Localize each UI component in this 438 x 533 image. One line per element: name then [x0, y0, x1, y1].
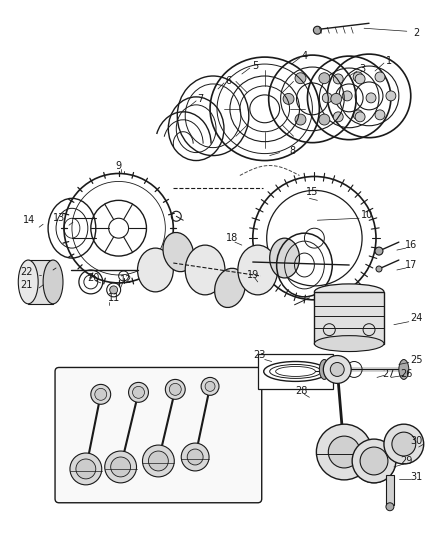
Text: 27: 27	[383, 369, 395, 379]
Text: 7: 7	[197, 94, 203, 104]
Text: 21: 21	[20, 280, 32, 290]
Text: 29: 29	[401, 456, 413, 466]
Circle shape	[201, 377, 219, 395]
Ellipse shape	[314, 336, 384, 352]
Circle shape	[295, 72, 306, 84]
Bar	[258, 353, 333, 389]
Circle shape	[333, 74, 343, 84]
Bar	[314, 292, 384, 344]
Circle shape	[133, 386, 145, 398]
Circle shape	[392, 432, 416, 456]
Text: 20: 20	[88, 273, 100, 283]
Circle shape	[328, 436, 360, 468]
Circle shape	[342, 91, 352, 101]
Circle shape	[355, 74, 365, 84]
Text: 13: 13	[53, 213, 65, 223]
Text: 15: 15	[306, 188, 318, 197]
Text: 23: 23	[254, 350, 266, 360]
Text: 22: 22	[20, 267, 32, 277]
Circle shape	[366, 93, 376, 103]
Text: 4: 4	[301, 51, 307, 61]
Circle shape	[322, 93, 332, 103]
Ellipse shape	[238, 245, 278, 295]
Text: 5: 5	[253, 61, 259, 71]
Circle shape	[110, 286, 118, 294]
Circle shape	[170, 383, 181, 395]
Text: 16: 16	[405, 240, 417, 250]
FancyBboxPatch shape	[55, 367, 262, 503]
Ellipse shape	[270, 238, 300, 278]
Circle shape	[319, 72, 330, 84]
Ellipse shape	[399, 360, 409, 379]
Circle shape	[375, 110, 385, 120]
Text: 18: 18	[226, 233, 238, 243]
Text: 1: 1	[386, 56, 392, 66]
Circle shape	[353, 72, 363, 82]
Circle shape	[142, 445, 174, 477]
Circle shape	[283, 93, 294, 104]
Circle shape	[376, 266, 382, 272]
Circle shape	[105, 451, 137, 483]
Circle shape	[319, 114, 330, 125]
Circle shape	[375, 72, 385, 82]
Ellipse shape	[185, 245, 225, 295]
Ellipse shape	[18, 260, 38, 304]
Circle shape	[353, 110, 363, 120]
Text: 8: 8	[290, 146, 296, 156]
Circle shape	[95, 389, 107, 400]
Circle shape	[91, 384, 111, 404]
Circle shape	[386, 91, 396, 101]
Bar	[28, 260, 53, 304]
Ellipse shape	[215, 268, 245, 308]
Circle shape	[386, 503, 394, 511]
Circle shape	[333, 112, 343, 122]
Text: 24: 24	[410, 313, 423, 323]
Ellipse shape	[43, 260, 63, 304]
Circle shape	[205, 382, 215, 391]
Ellipse shape	[163, 232, 194, 272]
Circle shape	[295, 114, 306, 125]
Circle shape	[352, 439, 396, 483]
Circle shape	[360, 447, 388, 475]
Circle shape	[331, 93, 342, 104]
Text: 9: 9	[116, 160, 122, 171]
Ellipse shape	[314, 284, 384, 300]
Text: 12: 12	[120, 275, 133, 285]
Circle shape	[76, 459, 96, 479]
Ellipse shape	[307, 56, 391, 140]
Text: 14: 14	[23, 215, 35, 225]
Circle shape	[330, 362, 344, 376]
Text: 31: 31	[410, 472, 423, 482]
Text: 3: 3	[359, 64, 365, 74]
Circle shape	[187, 449, 203, 465]
Circle shape	[355, 112, 365, 122]
Circle shape	[181, 443, 209, 471]
Circle shape	[323, 356, 351, 383]
Circle shape	[129, 382, 148, 402]
Text: 11: 11	[108, 293, 120, 303]
Circle shape	[375, 247, 383, 255]
Text: 17: 17	[405, 260, 417, 270]
Circle shape	[165, 379, 185, 399]
Circle shape	[314, 26, 321, 34]
Circle shape	[111, 457, 131, 477]
Circle shape	[384, 424, 424, 464]
Text: 6: 6	[225, 76, 231, 86]
Text: 2: 2	[413, 28, 420, 38]
Circle shape	[70, 453, 102, 485]
Ellipse shape	[319, 360, 329, 379]
Text: 25: 25	[410, 354, 423, 365]
Text: 10: 10	[361, 210, 373, 220]
Ellipse shape	[138, 248, 173, 292]
Text: 26: 26	[401, 369, 413, 379]
Circle shape	[316, 424, 372, 480]
Text: 30: 30	[410, 436, 423, 446]
Text: 28: 28	[295, 386, 307, 397]
Circle shape	[148, 451, 168, 471]
Bar	[386, 475, 394, 505]
Text: 19: 19	[247, 270, 259, 280]
